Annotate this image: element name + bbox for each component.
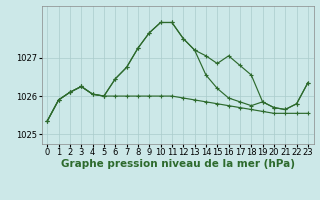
X-axis label: Graphe pression niveau de la mer (hPa): Graphe pression niveau de la mer (hPa) (60, 159, 295, 169)
